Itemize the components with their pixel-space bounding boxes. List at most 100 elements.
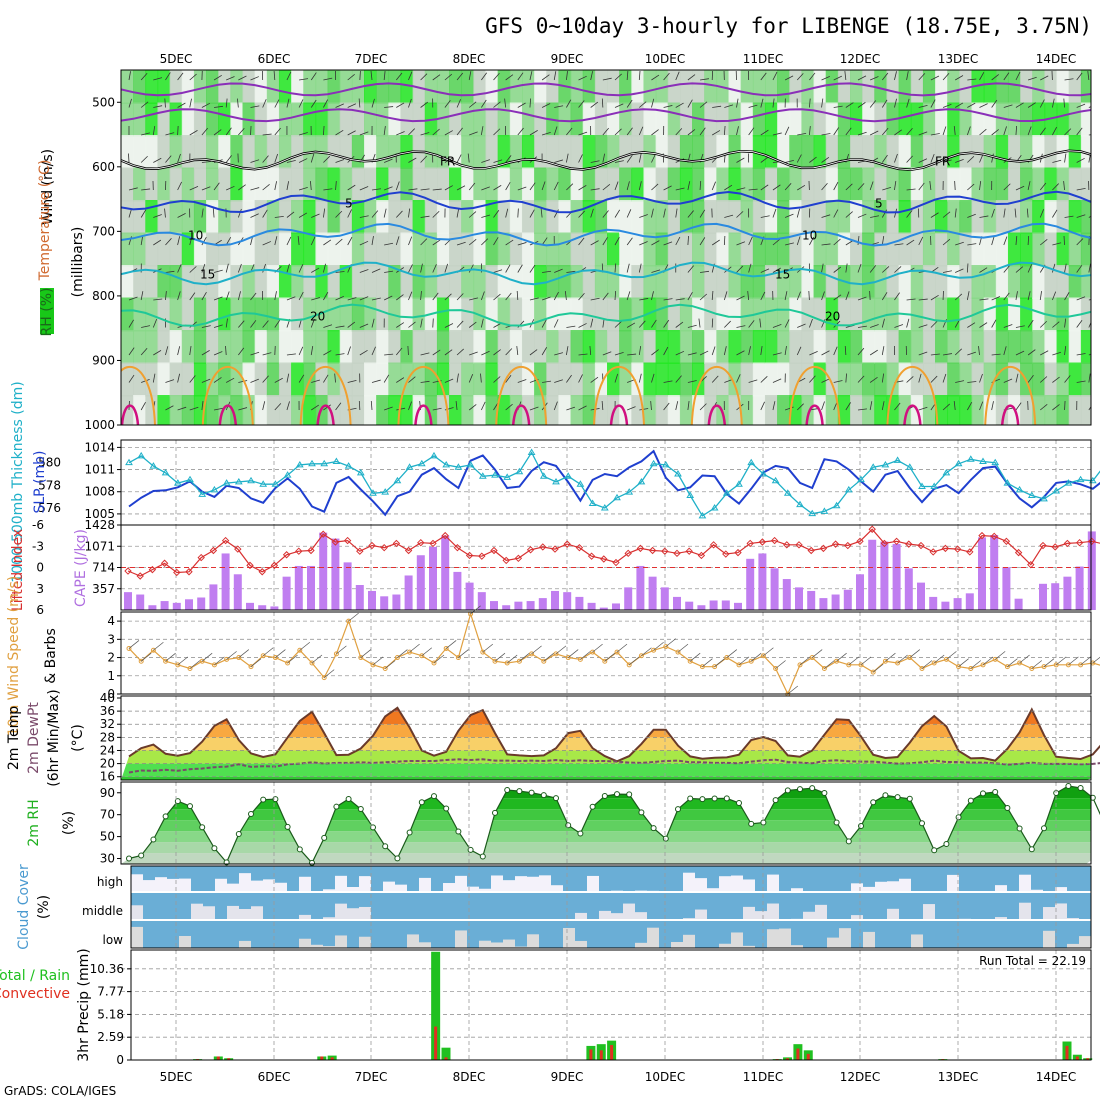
wind-barb: [566, 153, 569, 163]
rh-cell: [376, 232, 390, 267]
wind-barb: [955, 159, 964, 163]
wind-barb: [274, 215, 284, 218]
wind-speed-point: [260, 653, 266, 659]
wind-barb: [675, 401, 679, 411]
high-cloud-gap: [143, 880, 155, 892]
wind-barb: [1088, 215, 1091, 218]
contour-label: FR: [440, 154, 455, 168]
rh-cell: [1007, 362, 1021, 397]
rh-cell: [461, 395, 475, 425]
rh-band: [121, 831, 1091, 843]
wind-speed-point: [577, 656, 583, 662]
wind-barb: [250, 378, 259, 383]
wind-barb: [238, 75, 247, 81]
wind-speed-point: [992, 656, 998, 662]
wind-barb: [894, 98, 897, 108]
contour-label: 15: [200, 267, 215, 281]
wind-barb: [275, 649, 286, 658]
wind-barb: [833, 127, 839, 136]
thickness-point: [820, 507, 829, 514]
rh-cell: [716, 167, 730, 202]
wind-barb: [930, 153, 935, 163]
li-point: [770, 536, 779, 545]
rh-cell: [679, 362, 693, 397]
thickness-point: [991, 458, 1000, 466]
wind-barb: [869, 181, 874, 191]
rh-cell: [242, 232, 256, 267]
rh-cell: [667, 102, 681, 137]
thickness-point: [881, 460, 890, 468]
wind-barb: [942, 270, 952, 273]
wind-barb: [529, 130, 538, 136]
li-point: [502, 556, 510, 565]
rh-cell: [801, 167, 815, 202]
wind-barb: [651, 349, 659, 356]
wind-barb: [286, 160, 296, 163]
thickness-point: [918, 482, 926, 489]
rh-cell: [692, 297, 706, 332]
wind-barb: [493, 159, 503, 163]
rh-cell: [922, 265, 936, 299]
rh-cell: [801, 200, 815, 234]
wind-barb: [836, 652, 847, 662]
thickness-point: [454, 463, 463, 470]
wind-barb: [1015, 402, 1022, 411]
wind-barb: [396, 210, 403, 218]
rh-cell: [777, 200, 791, 234]
rh-cell: [922, 167, 936, 202]
rh-cell: [521, 265, 535, 299]
wind-barb: [1080, 656, 1091, 666]
wind-barb: [724, 104, 734, 108]
y-tick-label: 0: [116, 1053, 124, 1067]
wind-barb: [736, 350, 745, 356]
rh-cell: [582, 297, 596, 332]
wind-barb: [687, 324, 697, 328]
wind-barb: [383, 158, 393, 163]
wind-barb: [298, 187, 308, 191]
wind-barb: [578, 185, 587, 191]
wind-speed-point: [297, 647, 303, 653]
rh-cell: [1020, 232, 1034, 267]
wind-barb: [590, 240, 599, 246]
rh-point: [931, 847, 938, 854]
thickness-point: [320, 459, 329, 467]
rh-cell: [461, 265, 475, 299]
rh-cell: [364, 232, 377, 267]
rh-cell: [692, 362, 706, 397]
wind-barb: [274, 236, 278, 246]
chart-title: GFS 0~10day 3-hourly for LIBENGE (18.75E…: [485, 14, 1092, 38]
middle-cloud-gap: [299, 914, 311, 920]
rh-cell: [570, 200, 584, 234]
wind-barb: [189, 346, 192, 356]
rh-cell: [133, 102, 147, 137]
axis-label: (millibars): [70, 227, 86, 298]
low-cloud-gap: [671, 942, 683, 948]
wind-speed-point: [321, 675, 327, 681]
wind-barb: [724, 184, 733, 191]
wind-barb: [432, 349, 441, 356]
wind-barb: [177, 102, 186, 108]
wind-barb: [140, 291, 144, 301]
wind-speed-point: [602, 658, 608, 664]
rh-cell: [594, 265, 608, 299]
wind-barb: [663, 319, 670, 328]
li-point: [697, 551, 706, 560]
rh-cell: [801, 265, 815, 299]
rh-cell: [485, 297, 499, 332]
wind-barb: [857, 375, 865, 383]
purple-contour: [121, 108, 1091, 123]
middle-cloud-gap: [611, 913, 623, 920]
wind-barb: [639, 320, 646, 328]
rh-cell: [679, 200, 693, 234]
wind-barb: [298, 291, 304, 301]
middle-cloud-gap: [755, 911, 767, 920]
wind-speed-point: [1041, 664, 1047, 670]
wind-barb: [1076, 103, 1086, 108]
rh-cell: [473, 330, 487, 364]
wind-barb: [1063, 98, 1065, 108]
rh-point: [138, 852, 145, 859]
rh-cell: [850, 265, 863, 299]
wind-barb: [141, 325, 151, 328]
temp-fill: [121, 707, 1091, 780]
wind-barb: [991, 208, 995, 218]
